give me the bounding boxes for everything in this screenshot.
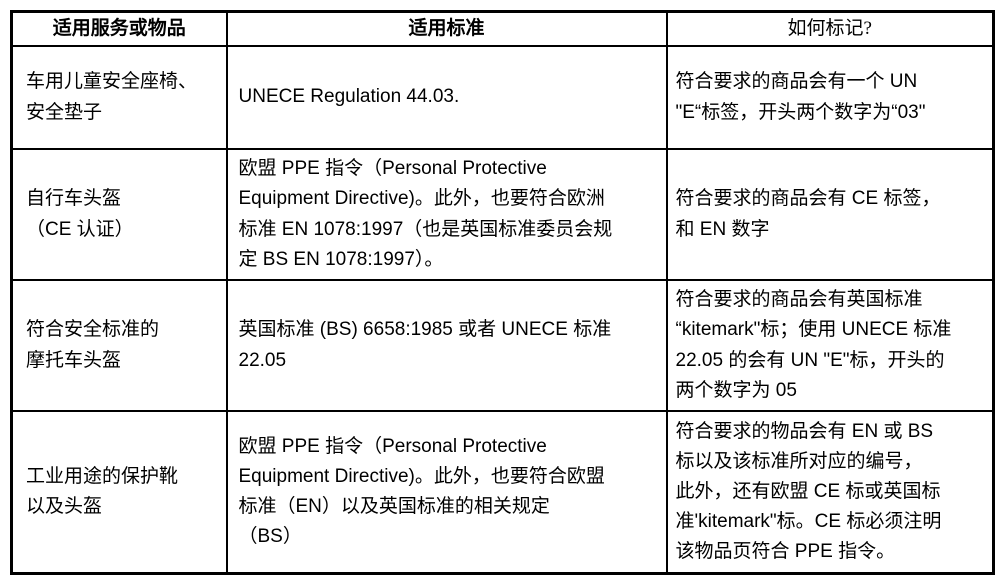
table-row: 车用儿童安全座椅、 安全垫子 UNECE Regulation 44.03. 符…	[10, 45, 995, 150]
table-row: 自行车头盔 （CE 认证） 欧盟 PPE 指令（Personal Protect…	[10, 148, 995, 281]
column-header-standard: 适用标准	[225, 10, 668, 47]
cell-item: 自行车头盔 （CE 认证）	[10, 148, 228, 281]
cell-item: 工业用途的保护靴 以及头盔	[10, 410, 228, 575]
column-header-item: 适用服务或物品	[10, 10, 228, 47]
cell-standard: 英国标准 (BS) 6658:1985 或者 UNECE 标准 22.05	[225, 279, 668, 412]
cell-standard: UNECE Regulation 44.03.	[225, 45, 668, 150]
cell-item: 符合安全标准的 摩托车头盔	[10, 279, 228, 412]
table-row: 工业用途的保护靴 以及头盔 欧盟 PPE 指令（Personal Protect…	[10, 410, 995, 575]
cell-marking: 符合要求的物品会有 EN 或 BS 标以及该标准所对应的编号， 此外，还有欧盟 …	[665, 410, 995, 575]
cell-marking: 符合要求的商品会有一个 UN "E“标签，开头两个数字为“03"	[665, 45, 995, 150]
header-row: 适用服务或物品 适用标准 如何标记?	[10, 10, 995, 47]
cell-marking: 符合要求的商品会有 CE 标签， 和 EN 数字	[665, 148, 995, 281]
table-row: 符合安全标准的 摩托车头盔 英国标准 (BS) 6658:1985 或者 UNE…	[10, 279, 995, 412]
standards-table: 适用服务或物品 适用标准 如何标记? 车用儿童安全座椅、 安全垫子 UNECE …	[10, 10, 995, 575]
cell-marking: 符合要求的商品会有英国标准 “kitemark"标；使用 UNECE 标准 22…	[665, 279, 995, 412]
cell-standard: 欧盟 PPE 指令（Personal Protective Equipment …	[225, 148, 668, 281]
cell-item: 车用儿童安全座椅、 安全垫子	[10, 45, 228, 150]
column-header-marking: 如何标记?	[665, 10, 995, 47]
cell-standard: 欧盟 PPE 指令（Personal Protective Equipment …	[225, 410, 668, 575]
